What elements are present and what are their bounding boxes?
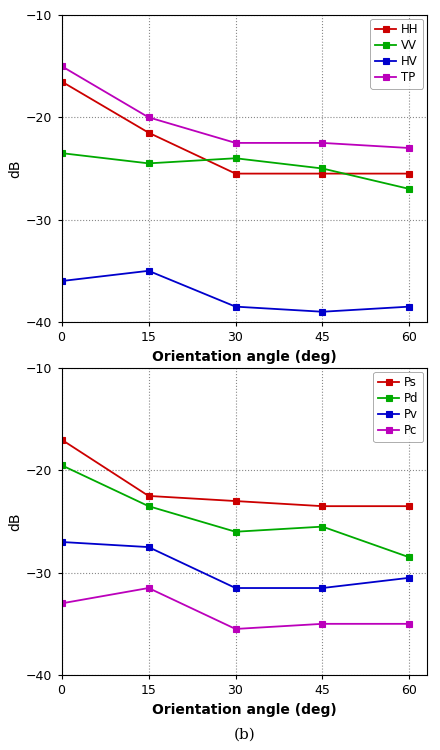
VV bbox=[233, 154, 238, 163]
Pd bbox=[407, 553, 412, 562]
Pv bbox=[233, 584, 238, 592]
Pv bbox=[59, 538, 64, 547]
HH bbox=[320, 169, 325, 178]
HV bbox=[407, 302, 412, 311]
Pc bbox=[233, 625, 238, 634]
HV bbox=[59, 277, 64, 286]
Ps bbox=[146, 491, 151, 500]
Pd bbox=[146, 502, 151, 511]
HV bbox=[233, 302, 238, 311]
Pd bbox=[320, 522, 325, 531]
Legend: HH, VV, HV, TP: HH, VV, HV, TP bbox=[370, 19, 423, 88]
HH bbox=[146, 128, 151, 137]
Pd bbox=[233, 527, 238, 536]
Pc bbox=[320, 620, 325, 628]
Text: (a): (a) bbox=[234, 374, 255, 388]
Line: Pv: Pv bbox=[59, 539, 412, 591]
VV bbox=[146, 159, 151, 168]
TP bbox=[233, 139, 238, 148]
Line: TP: TP bbox=[59, 64, 412, 151]
TP bbox=[320, 139, 325, 148]
Ps bbox=[407, 502, 412, 511]
VV bbox=[59, 148, 64, 158]
Line: Pc: Pc bbox=[59, 585, 412, 632]
Y-axis label: dB: dB bbox=[8, 159, 22, 178]
Y-axis label: dB: dB bbox=[8, 512, 22, 531]
Pv bbox=[146, 542, 151, 551]
VV bbox=[407, 184, 412, 194]
TP bbox=[146, 112, 151, 122]
HH bbox=[407, 169, 412, 178]
Line: HV: HV bbox=[59, 268, 412, 314]
TP bbox=[59, 62, 64, 70]
Pv bbox=[407, 573, 412, 582]
Pd bbox=[59, 460, 64, 470]
HH bbox=[59, 77, 64, 86]
VV bbox=[320, 164, 325, 173]
Pc bbox=[146, 584, 151, 592]
X-axis label: Orientation angle (deg): Orientation angle (deg) bbox=[152, 350, 337, 364]
Ps bbox=[233, 496, 238, 506]
Ps bbox=[59, 435, 64, 444]
Line: Ps: Ps bbox=[59, 436, 412, 509]
HV bbox=[146, 266, 151, 275]
Pc bbox=[407, 620, 412, 628]
Line: HH: HH bbox=[59, 79, 412, 176]
Pc bbox=[59, 598, 64, 608]
Line: VV: VV bbox=[59, 150, 412, 192]
Legend: Ps, Pd, Pv, Pc: Ps, Pd, Pv, Pc bbox=[374, 371, 423, 442]
Text: (b): (b) bbox=[233, 728, 255, 741]
TP bbox=[407, 143, 412, 152]
HH bbox=[233, 169, 238, 178]
Ps bbox=[320, 502, 325, 511]
HV bbox=[320, 308, 325, 316]
X-axis label: Orientation angle (deg): Orientation angle (deg) bbox=[152, 703, 337, 716]
Pv bbox=[320, 584, 325, 592]
Line: Pd: Pd bbox=[59, 463, 412, 560]
